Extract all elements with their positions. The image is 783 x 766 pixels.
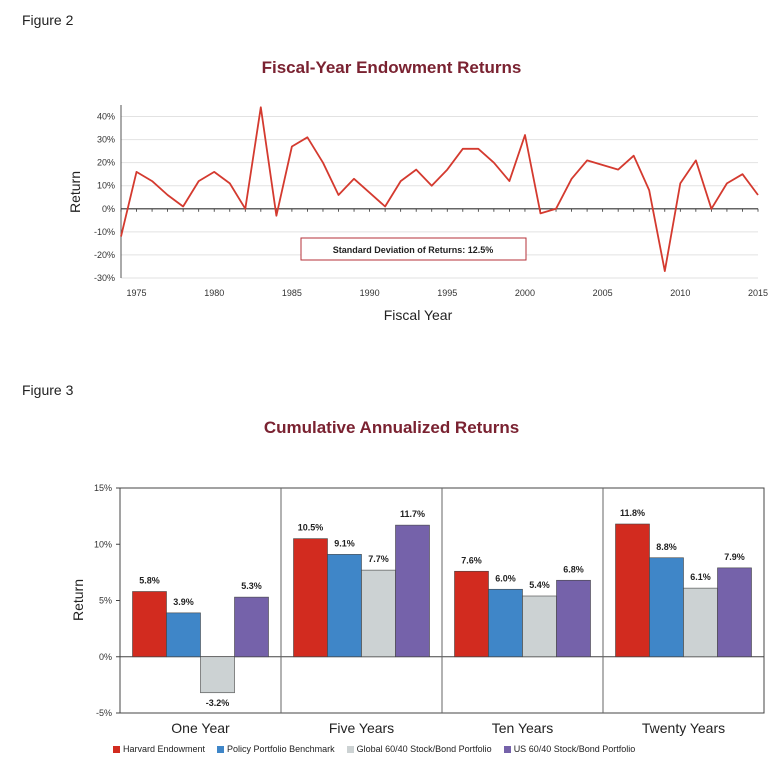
bar-value-label: 8.8%	[656, 542, 677, 552]
y-tick-label: -5%	[96, 708, 112, 718]
line-chart-title: Fiscal-Year Endowment Returns	[261, 58, 522, 77]
legend-swatch	[346, 745, 354, 753]
legend-item: Policy Portfolio Benchmark	[217, 744, 335, 754]
legend-item: US 60/40 Stock/Bond Portfolio	[503, 744, 636, 754]
x-tick-label: 2015	[748, 288, 768, 298]
y-tick-label: -20%	[94, 250, 115, 260]
legend-label: Global 60/40 Stock/Bond Portfolio	[356, 744, 492, 754]
bar	[132, 591, 167, 658]
bar-value-label: -3.2%	[206, 698, 230, 708]
bar	[717, 567, 752, 658]
return-series-line	[120, 106, 759, 273]
x-tick-label: 1995	[437, 288, 457, 298]
y-tick-label: 30%	[97, 135, 115, 145]
bar	[454, 570, 489, 658]
x-axis-title: Fiscal Year	[384, 307, 453, 323]
legend-item: Harvard Endowment	[113, 744, 205, 754]
y-tick-label: -30%	[94, 273, 115, 283]
bar	[615, 523, 650, 658]
bar	[683, 587, 718, 658]
y-axis-title: Return	[70, 579, 86, 621]
bar-value-label: 7.6%	[461, 555, 482, 565]
bar	[166, 612, 201, 658]
bar	[293, 538, 328, 658]
legend-label: Harvard Endowment	[123, 744, 206, 754]
y-tick-label: 40%	[97, 112, 115, 122]
bar-value-label: 3.9%	[173, 597, 194, 607]
x-tick-label: 1985	[282, 288, 302, 298]
x-tick-label: 2000	[515, 288, 535, 298]
y-tick-label: 0%	[99, 652, 112, 662]
bar-value-label: 11.8%	[620, 508, 645, 518]
x-tick-label: 1975	[127, 288, 147, 298]
bar	[488, 588, 523, 658]
bar	[649, 557, 684, 658]
legend-label: Policy Portfolio Benchmark	[227, 744, 335, 754]
bar	[234, 596, 269, 658]
category-label: Ten Years	[492, 720, 554, 736]
legend-swatch	[503, 745, 511, 753]
x-tick-label: 2005	[593, 288, 613, 298]
bar-value-label: 11.7%	[400, 509, 425, 519]
legend-item: Global 60/40 Stock/Bond Portfolio	[346, 744, 492, 754]
bar	[395, 524, 430, 658]
bar-chart-title: Cumulative Annualized Returns	[263, 418, 520, 437]
bar-value-label: 7.7%	[368, 554, 389, 564]
y-tick-label: -10%	[94, 227, 115, 237]
legend-swatch	[217, 745, 225, 753]
category-label: Five Years	[329, 720, 394, 736]
y-tick-label: 10%	[94, 539, 112, 549]
bar-value-label: 5.4%	[529, 580, 550, 590]
bar	[327, 554, 362, 658]
category-label: One Year	[171, 720, 230, 736]
bar-value-label: 10.5%	[298, 523, 324, 533]
figure-3-label: Figure 3	[22, 382, 74, 398]
figure-2-label: Figure 2	[22, 12, 74, 28]
bar-value-label: 9.1%	[334, 538, 355, 548]
x-tick-label: 1990	[360, 288, 380, 298]
y-tick-label: 15%	[94, 483, 112, 493]
bar-value-label: 7.9%	[724, 552, 745, 562]
annotation-text: Standard Deviation of Returns: 12.5%	[333, 245, 494, 255]
bar-value-label: 6.1%	[690, 572, 711, 582]
bar	[556, 579, 591, 658]
bar-value-label: 6.8%	[563, 564, 584, 574]
y-tick-label: 0%	[102, 204, 115, 214]
category-label: Twenty Years	[642, 720, 725, 736]
legend-label: US 60/40 Stock/Bond Portfolio	[513, 744, 636, 754]
y-axis-title: Return	[67, 171, 83, 213]
bar	[522, 595, 557, 658]
y-tick-label: 10%	[97, 181, 115, 191]
annotation-box	[300, 237, 527, 261]
bar-value-label: 6.0%	[495, 573, 516, 583]
y-tick-label: 20%	[97, 158, 115, 168]
x-tick-label: 1980	[204, 288, 224, 298]
bar-value-label: 5.3%	[241, 581, 262, 591]
bar-value-label: 5.8%	[139, 576, 160, 586]
x-tick-label: 2010	[670, 288, 690, 298]
y-tick-label: 5%	[99, 596, 112, 606]
legend-swatch	[113, 745, 120, 753]
bar-chart-legend: Harvard Endowment Policy Portfolio Benchm…	[113, 744, 635, 754]
line-chart: 40% 30% 20% 10% 0% -10% -20% -30% 1975 1980 1985 19…	[67, 105, 768, 323]
bar	[361, 569, 396, 658]
bar	[200, 656, 235, 694]
